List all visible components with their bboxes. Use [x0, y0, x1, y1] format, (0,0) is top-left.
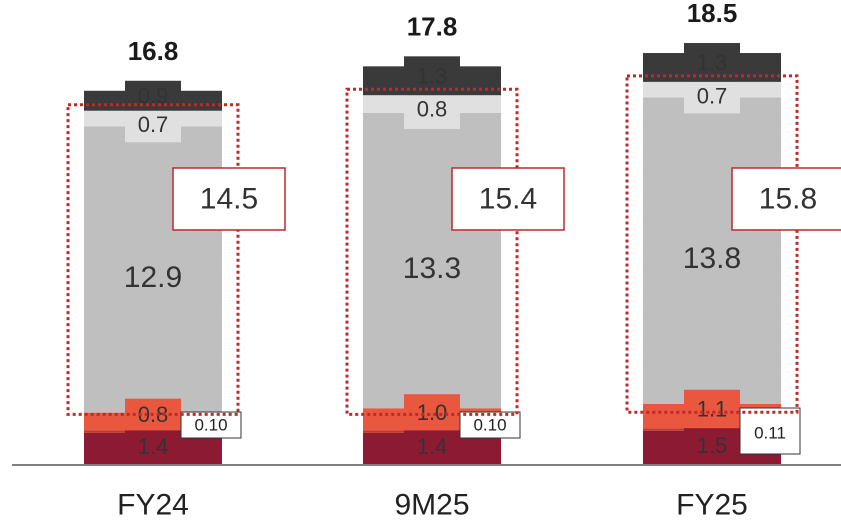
total-label-9M25: 17.8 — [407, 11, 458, 41]
data-label-9M25-3: 13.3 — [403, 252, 461, 285]
data-label-9M25-0: 1.4 — [417, 434, 448, 459]
data-label-9M25-2: 1.0 — [417, 400, 448, 425]
label-box-FY25-4 — [684, 77, 740, 114]
data-label-FY24-0: 1.4 — [138, 434, 169, 459]
data-label-FY25-0: 1.5 — [697, 433, 728, 458]
bracket-total-label-9M25: 15.4 — [479, 183, 537, 216]
label-box-9M25-4 — [404, 91, 460, 129]
bracket-FY25 — [625, 74, 799, 414]
data-label-FY25-4: 0.7 — [697, 83, 728, 108]
category-label-FY25: FY25 — [676, 489, 748, 522]
label-box-FY24-4 — [125, 106, 181, 143]
bar-segment-9M25-3 — [363, 112, 501, 409]
bracket-total-label-FY24: 14.5 — [200, 183, 258, 216]
category-label-9M25: 9M25 — [394, 489, 469, 522]
bracket-total-box-FY24 — [172, 167, 286, 231]
label-box-9M25-0 — [404, 426, 460, 464]
label-box-9M25-1 — [459, 411, 521, 439]
total-label-FY25: 18.5 — [687, 0, 738, 28]
data-label-FY25-5: 1.3 — [697, 50, 728, 75]
data-label-FY24-3: 12.9 — [124, 261, 182, 294]
label-box-FY25-0 — [684, 424, 740, 464]
bracket-total-label-FY25: 15.8 — [759, 183, 817, 216]
bracket-total-box-FY25 — [731, 167, 841, 231]
bar-segment-FY25-3 — [643, 97, 781, 404]
label-box-FY24-0 — [125, 426, 181, 464]
bracket-9M25 — [345, 87, 519, 416]
label-box-FY25-1 — [739, 407, 801, 455]
data-label-9M25-5: 1.3 — [417, 63, 448, 88]
category-label-FY24: FY24 — [117, 489, 189, 522]
data-label-9M25-4: 0.8 — [417, 97, 448, 122]
data-label-9M25-1: 0.10 — [473, 416, 506, 435]
data-label-FY24-1: 0.10 — [194, 416, 227, 435]
total-label-FY24: 16.8 — [128, 36, 179, 66]
data-label-FY25-2: 1.1 — [697, 396, 728, 421]
label-box-9M25-2 — [404, 394, 460, 431]
data-label-FY24-4: 0.7 — [138, 112, 169, 137]
bracket-FY24 — [66, 103, 240, 416]
label-box-FY25-2 — [684, 389, 740, 429]
data-label-FY25-3: 13.8 — [683, 242, 741, 275]
bracket-total-box-9M25 — [451, 167, 565, 231]
label-box-FY24-1 — [180, 411, 242, 439]
data-label-FY25-1: 0.11 — [754, 424, 786, 443]
